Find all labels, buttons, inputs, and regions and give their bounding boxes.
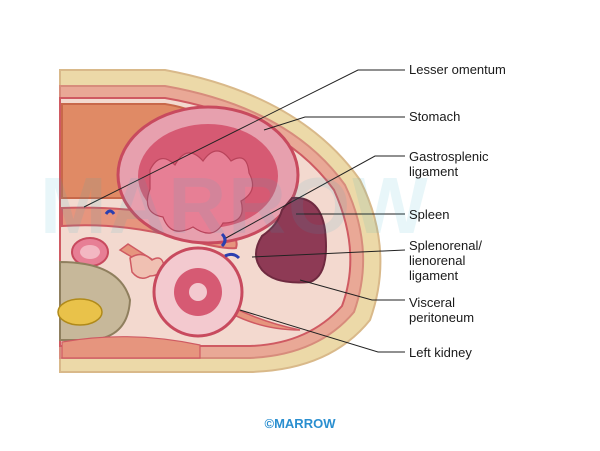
leader-lesser-omentum bbox=[83, 69, 405, 208]
left-kidney-center bbox=[189, 283, 207, 301]
label-splenorenal-line2: lienorenal bbox=[409, 253, 466, 268]
spleen bbox=[255, 196, 327, 284]
label-visceral-peritoneum: Visceral peritoneum bbox=[409, 295, 474, 325]
label-visceral-line2: peritoneum bbox=[409, 310, 475, 325]
leader-gastrosplenic bbox=[225, 155, 405, 239]
vessel-lumen bbox=[80, 245, 100, 259]
splenorenal-marker bbox=[224, 252, 241, 260]
label-spleen: Spleen bbox=[409, 207, 450, 222]
label-gastrosplenic-line1: Gastrosplenic bbox=[409, 149, 489, 164]
label-lesser-omentum: Lesser omentum bbox=[409, 62, 506, 77]
label-visceral-line1: Visceral bbox=[409, 295, 456, 310]
label-gastrosplenic-ligament: Gastrosplenic ligament bbox=[409, 149, 488, 179]
label-left-kidney: Left kidney bbox=[409, 345, 472, 360]
label-splenorenal-line3: ligament bbox=[409, 268, 459, 283]
leader-visceral bbox=[299, 279, 405, 301]
back-muscle bbox=[61, 336, 201, 359]
leader-stomach bbox=[263, 116, 405, 131]
lesser-omentum-marker bbox=[104, 209, 116, 215]
watermark: MARROW bbox=[40, 161, 430, 250]
leader-left-kidney bbox=[239, 309, 405, 353]
brand-footer: ©MARROW bbox=[264, 416, 336, 431]
label-stomach: Stomach bbox=[409, 109, 461, 124]
vertebral-foramen bbox=[57, 298, 103, 326]
stomach-rugae bbox=[146, 150, 254, 234]
label-splenorenal-line1: Splenorenal/ bbox=[409, 238, 482, 253]
leader-splenorenal bbox=[251, 249, 406, 258]
label-splenorenal-ligament: Splenorenal/ lienorenal ligament bbox=[409, 238, 482, 283]
label-gastrosplenic-line2: ligament bbox=[409, 164, 459, 179]
gastrosplenic-marker bbox=[220, 232, 227, 248]
